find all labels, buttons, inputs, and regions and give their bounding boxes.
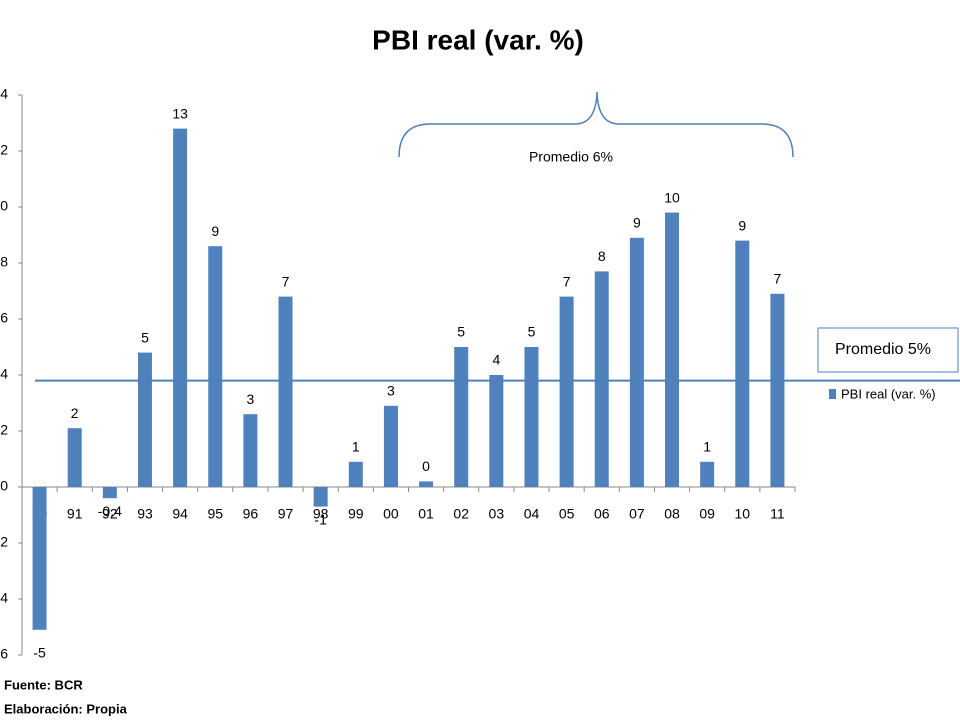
bar bbox=[67, 428, 82, 487]
bar bbox=[559, 296, 574, 487]
y-tick-label: 14 bbox=[0, 86, 8, 102]
y-tick-label: 0 bbox=[0, 478, 8, 494]
data-label: 7 bbox=[563, 273, 571, 289]
data-label: 3 bbox=[387, 383, 395, 399]
data-label: 10 bbox=[664, 189, 680, 205]
annotation: Promedio 5% bbox=[835, 341, 931, 358]
bar bbox=[102, 487, 117, 499]
footer: Elaboración: Propia bbox=[4, 701, 128, 716]
data-label: 1 bbox=[703, 439, 711, 455]
x-tick-label: 92 bbox=[102, 506, 118, 522]
bar bbox=[665, 212, 680, 487]
bar bbox=[313, 487, 328, 507]
x-tick-label: 09 bbox=[699, 506, 715, 522]
data-label: 9 bbox=[633, 215, 641, 231]
y-tick-label: -2 bbox=[0, 534, 8, 550]
y-tick-label: -6 bbox=[0, 646, 8, 662]
bar bbox=[173, 128, 188, 487]
bar bbox=[243, 414, 258, 487]
data-label: 9 bbox=[211, 223, 219, 239]
annotation-box bbox=[817, 327, 959, 373]
bar bbox=[594, 271, 609, 487]
data-label: 0 bbox=[422, 458, 430, 474]
y-tick-label: 10 bbox=[0, 198, 8, 214]
x-tick-label: 07 bbox=[629, 506, 645, 522]
legend-label: PBI real (var. %) bbox=[841, 386, 936, 401]
bar bbox=[278, 296, 293, 487]
annotation: Promedio 6% bbox=[529, 149, 613, 165]
x-tick-label: 00 bbox=[383, 506, 399, 522]
bracket bbox=[398, 91, 794, 158]
x-tick-label: 95 bbox=[207, 506, 223, 522]
bar bbox=[137, 352, 152, 487]
data-label: 7 bbox=[774, 271, 782, 287]
y-tick-label: 12 bbox=[0, 142, 8, 158]
x-tick-label: 94 bbox=[172, 506, 188, 522]
bar bbox=[383, 405, 398, 487]
x-tick-label: 99 bbox=[348, 506, 364, 522]
data-label: -5 bbox=[33, 645, 46, 661]
data-label: 5 bbox=[141, 329, 149, 345]
bar bbox=[208, 246, 223, 487]
legend-swatch bbox=[829, 389, 836, 399]
x-tick-label: 05 bbox=[559, 506, 575, 522]
y-tick-label: 4 bbox=[0, 366, 8, 382]
data-label: 5 bbox=[457, 324, 465, 340]
bar bbox=[454, 347, 469, 487]
y-tick-label: 2 bbox=[0, 422, 8, 438]
data-label: 1 bbox=[352, 439, 360, 455]
data-label: 3 bbox=[246, 391, 254, 407]
data-label: 5 bbox=[528, 324, 536, 340]
x-tick-label: 01 bbox=[418, 506, 434, 522]
data-label: 9 bbox=[738, 217, 746, 233]
data-label: 8 bbox=[598, 248, 606, 264]
footer: Fuente: BCR bbox=[4, 677, 83, 692]
x-tick-label: 08 bbox=[664, 506, 680, 522]
bar bbox=[489, 375, 504, 487]
bar bbox=[629, 237, 644, 487]
x-tick-label: 02 bbox=[453, 506, 469, 522]
x-tick-label: 11 bbox=[770, 506, 785, 522]
bar bbox=[770, 293, 785, 487]
data-label: 2 bbox=[71, 405, 79, 421]
data-label: 7 bbox=[282, 273, 290, 289]
bar bbox=[735, 240, 750, 487]
chart-title: PBI real (var. %) bbox=[372, 24, 584, 55]
bar bbox=[700, 461, 715, 487]
x-tick-label: 03 bbox=[489, 506, 505, 522]
x-tick-label: 98 bbox=[313, 506, 329, 522]
x-tick-label: 96 bbox=[243, 506, 259, 522]
x-tick-label: 97 bbox=[278, 506, 294, 522]
data-label: 4 bbox=[492, 352, 500, 368]
x-tick-label: 91 bbox=[67, 506, 83, 522]
bar bbox=[419, 481, 434, 487]
bar bbox=[32, 487, 47, 630]
data-label: -1 bbox=[314, 511, 327, 527]
bar bbox=[348, 461, 363, 487]
data-label: -0.4 bbox=[98, 503, 122, 519]
x-tick-label: 93 bbox=[137, 506, 153, 522]
bar bbox=[524, 347, 539, 487]
y-tick-label: -4 bbox=[0, 590, 8, 606]
x-tick-label: 10 bbox=[735, 506, 751, 522]
data-label: 13 bbox=[172, 105, 188, 121]
y-tick-label: 8 bbox=[0, 254, 8, 270]
x-tick-label: 04 bbox=[524, 506, 540, 522]
x-tick-label: 06 bbox=[594, 506, 610, 522]
y-tick-label: 6 bbox=[0, 310, 8, 326]
